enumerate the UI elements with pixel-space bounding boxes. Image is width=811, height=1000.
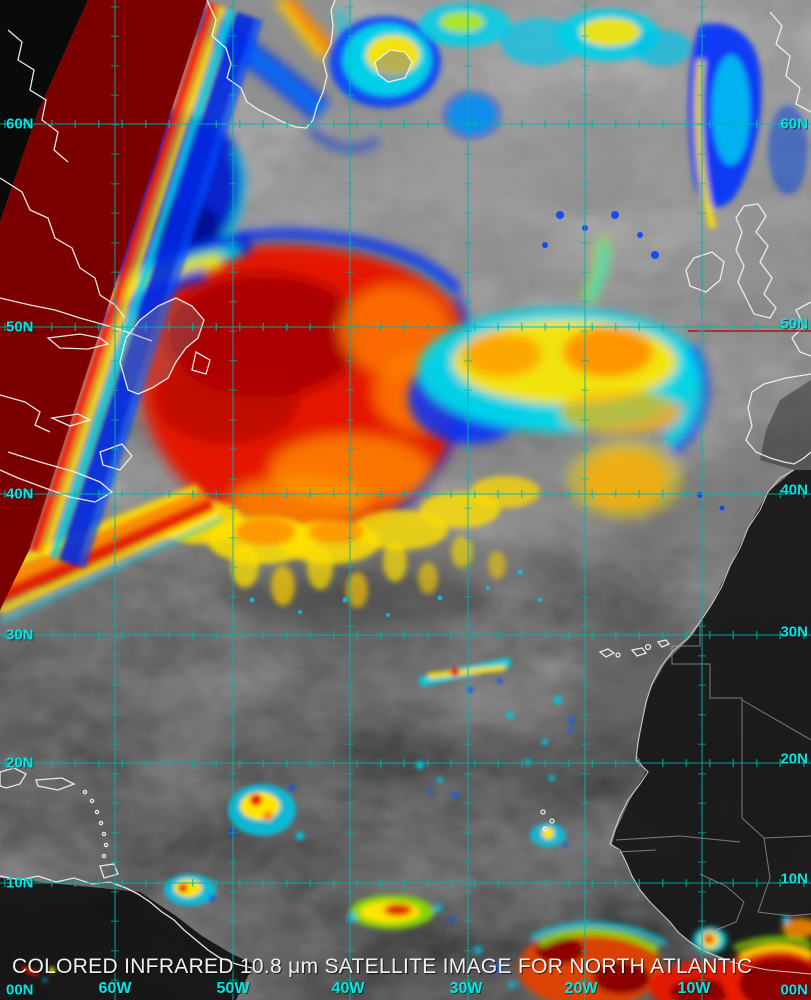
product-caption: COLORED INFRARED 10.8 μm SATELLITE IMAGE… (12, 912, 752, 1000)
lon-label-50w: 50W (216, 980, 250, 997)
lat-label-left-40n: 40N (6, 485, 34, 503)
lon-label-10w: 10W (677, 980, 711, 997)
coastlines (0, 0, 811, 975)
caption-title: COLORED INFRARED 10.8 μm SATELLITE IMAGE… (12, 955, 753, 978)
lat-label-right-20n: 20N (780, 750, 808, 768)
front-band-specks (542, 211, 725, 511)
lat-label-right-30n: 30N (780, 623, 808, 641)
lat-label-left-10n: 10N (6, 874, 34, 892)
lat-label-right-00n: 00N (780, 981, 808, 999)
lon-label-60w: 60W (98, 980, 132, 997)
lat-label-left-30n: 30N (6, 626, 34, 644)
lat-label-left-50n: 50N (6, 318, 34, 336)
landmass-dark-fill (0, 380, 811, 1000)
lat-label-right-50n: 50N (780, 315, 808, 333)
lat-label-right-40n: 40N (780, 481, 808, 499)
tropical-cells (21, 657, 575, 982)
lon-label-30w: 30W (449, 980, 483, 997)
main-storm-comma (0, 228, 542, 623)
lon-label-40w: 40W (331, 980, 365, 997)
lat-label-left-20n: 20N (6, 754, 34, 772)
midatlantic-front-band (408, 235, 709, 520)
itcz-convection (348, 895, 811, 1000)
lat-label-left-60n: 60N (6, 115, 34, 133)
lon-label-20w: 20W (564, 980, 598, 997)
country-borders (615, 620, 811, 931)
lat-label-left-00n: 00N (6, 981, 34, 999)
northeast-blue-streak (688, 23, 808, 230)
lat-label-right-60n: 60N (780, 115, 808, 133)
lat-label-right-10n: 10N (780, 870, 808, 888)
